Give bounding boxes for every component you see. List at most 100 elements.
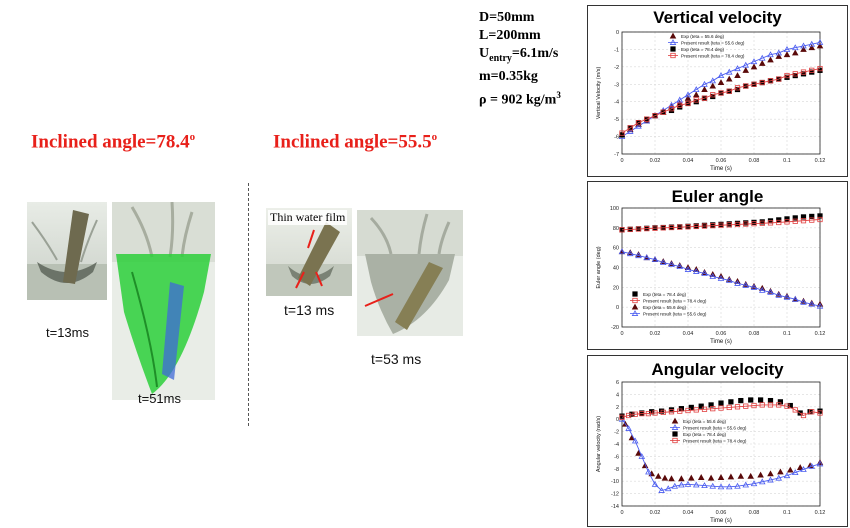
series-line [621,404,821,418]
x-tick-label: 0.08 [749,510,760,516]
time-label-55-13: t=13 ms [284,302,335,318]
x-tick-label: 0.02 [650,158,661,164]
data-point [738,397,744,404]
data-point [631,437,639,444]
series-line [621,418,821,492]
data-point [710,92,716,98]
data-point [750,480,758,487]
cylinder-body [63,210,89,284]
data-point [734,482,741,489]
data-point [759,402,765,408]
data-point [734,72,741,79]
data-point [701,86,708,92]
data-point [808,462,816,469]
series-4 [619,65,823,136]
data-point [644,116,650,122]
data-point [668,261,675,268]
data-point [791,469,799,475]
data-point [800,42,807,49]
data-point [692,86,700,92]
legend-marker [671,424,679,430]
data-point [658,408,665,414]
data-point [767,56,774,63]
chart-euler-angle: 0 0.02 0.04 0.06 0.08 0.1 0.12100806040200-20T… [596,206,825,345]
data-point [677,408,683,414]
data-point [677,102,683,108]
data-point [767,476,774,483]
data-point [676,96,684,103]
data-point [758,54,766,61]
data-point [677,224,683,230]
param-rho-main: ρ = 902 kg/m [479,92,557,108]
legend-entry: Present result (teta = 55.6 deg) [683,426,747,431]
x-tick-label: 0.06 [716,158,727,164]
data-point [625,425,632,431]
y-tick-label: -7 [614,152,619,158]
x-tick-label: 0.08 [749,158,760,164]
data-point [791,49,799,56]
header-55-degree: o [431,131,438,143]
data-point [619,130,625,136]
data-point [758,478,766,485]
panel-angular-velocity: Angular velocity 0 0.02 0.04 0.06 0.08 0.1 0.1… [587,355,848,527]
data-point [775,52,783,59]
data-point [627,226,633,233]
data-point [800,214,807,220]
data-point [678,481,685,488]
data-point [619,414,625,420]
data-point [709,273,717,279]
splash [31,219,98,263]
cavity-edge [131,271,158,388]
data-point [701,482,708,489]
data-point [717,79,725,86]
data-point [784,403,790,409]
photo-55-13ms-drawing [266,222,352,296]
data-point [684,266,692,272]
y-tick-label: -4 [614,100,619,106]
photo-78-51ms-drawing [112,202,215,394]
legend-entry: Exp (teta = 55.6 deg) [643,305,687,310]
series-line [621,68,821,134]
data-point [668,475,675,482]
data-point [809,67,815,73]
data-point [635,449,642,456]
data-point [725,68,733,75]
header-inclined-78: Inclined angle=78.4o [31,131,195,153]
x-tick-label: 0.04 [683,158,694,164]
data-point [632,411,638,417]
y-tick-label: 20 [613,285,619,291]
data-point [734,404,741,410]
param-rho-sup: 3 [556,89,561,100]
x-tick-label: 0 [620,331,623,337]
data-point [808,300,816,307]
data-point [659,259,667,266]
y-tick-label: 40 [613,266,619,272]
data-point [645,411,652,417]
chart-angular-velocity: 0 0.02 0.04 0.06 0.08 0.1 0.12 6 4 2 0 -2 -4 -6 -8 -10 -… [596,380,825,524]
dashed-divider [248,183,249,426]
header-78-text: Inclined angle=78.4 [31,131,190,153]
data-point [800,46,807,52]
data-point [817,65,823,72]
y-tick-label: 100 [610,206,619,212]
param-entry-velocity: Uentry=6.1m/s [479,45,561,68]
data-point [734,65,741,72]
x-tick-label: 0.08 [749,331,760,337]
photo-55-53ms [357,210,463,336]
cylinder-body [162,282,184,380]
data-point [809,213,815,220]
data-point [783,472,791,479]
data-point [725,276,733,283]
data-point [668,409,675,415]
legend-marker [631,303,639,310]
data-point [661,474,669,481]
series-2 [618,415,824,493]
y-tick-label: -14 [611,504,619,510]
data-point [783,293,791,300]
data-point [692,91,700,98]
chart-title-angular-velocity: Angular velocity [651,360,784,379]
data-point [718,90,724,96]
data-point [684,480,692,487]
data-point [708,402,714,408]
data-point [717,474,725,480]
